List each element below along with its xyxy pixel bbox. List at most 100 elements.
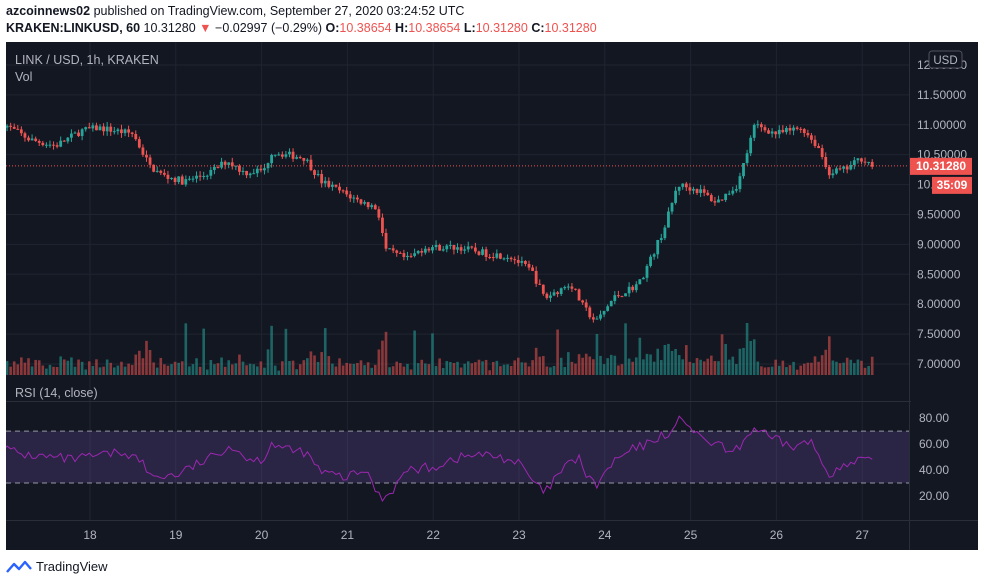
- candle-body: [216, 166, 220, 168]
- chart-canvas[interactable]: 7.00000 7.50000 8.00000 8.50000 9.00000 9.500…: [0, 42, 978, 550]
- volume-bar: [145, 340, 148, 375]
- volume-bar: [202, 328, 205, 375]
- candle-body: [245, 170, 248, 176]
- time-tick-label: 19: [169, 528, 183, 542]
- author-name[interactable]: azcoinnews02: [6, 4, 91, 18]
- volume-bar: [549, 367, 552, 375]
- time-tick-label: 20: [255, 528, 269, 542]
- candle-body: [717, 199, 720, 203]
- candle-body: [62, 140, 66, 142]
- candle-body: [531, 267, 534, 271]
- volume-bar: [559, 357, 563, 375]
- candle-body: [423, 248, 427, 253]
- candle-body: [202, 175, 206, 177]
- candle-body: [806, 133, 810, 136]
- candle-body: [563, 287, 567, 289]
- candle-body: [495, 253, 499, 258]
- volume-bar: [620, 364, 624, 375]
- volume-bar: [556, 329, 559, 375]
- volume-bar: [62, 359, 66, 375]
- volume-bar: [567, 352, 570, 375]
- countdown-tag: [932, 176, 972, 194]
- candle-body: [681, 183, 685, 187]
- price-tick-label: 7.00000: [917, 357, 961, 371]
- volume-bar: [177, 362, 180, 375]
- volume-bar: [717, 361, 720, 375]
- candle-body: [781, 129, 785, 133]
- currency-button[interactable]: [928, 50, 963, 69]
- candle-body: [366, 202, 370, 208]
- volume-bar: [466, 361, 470, 375]
- candle-body: [763, 127, 767, 131]
- volume-bar: [37, 360, 41, 375]
- candle-body: [420, 250, 424, 253]
- volume-bar: [370, 367, 374, 375]
- volume-bar: [545, 366, 549, 375]
- candle-body: [499, 253, 502, 259]
- volume-bar: [606, 358, 609, 375]
- volume-bar: [570, 361, 574, 375]
- candle-body: [134, 134, 138, 140]
- close-label: C:: [531, 21, 545, 35]
- candle-body: [473, 247, 477, 252]
- candle-body: [677, 186, 681, 191]
- volume-bar: [820, 355, 824, 375]
- volume-bar: [391, 366, 395, 375]
- volume-bar: [577, 354, 581, 375]
- volume-bar: [724, 343, 727, 375]
- candle-body: [613, 295, 617, 301]
- candle-body: [170, 177, 173, 179]
- candle-body: [381, 217, 384, 233]
- volume-bar: [84, 369, 88, 375]
- volume-bar: [148, 350, 152, 375]
- volume-legend: Vol: [15, 70, 32, 84]
- volume-bar: [756, 361, 760, 375]
- volume-bar: [123, 366, 127, 375]
- currency-label[interactable]: USD: [933, 55, 957, 67]
- volume-bar: [20, 357, 23, 375]
- candle-body: [356, 197, 359, 200]
- candle-body: [209, 169, 213, 176]
- rsi-tick-label: 80.00: [919, 411, 949, 425]
- candle-body: [788, 128, 792, 131]
- candle-body: [506, 257, 509, 259]
- volume-bar: [295, 369, 298, 375]
- volume-bar: [320, 352, 323, 375]
- candle-body: [595, 318, 599, 320]
- candle-body: [152, 164, 156, 172]
- candle-body: [116, 129, 120, 132]
- candle-body: [559, 288, 563, 295]
- volume-bar: [584, 353, 588, 375]
- candle-body: [55, 145, 59, 147]
- volume-bar: [12, 361, 16, 375]
- time-axis[interactable]: 18 19 20 21 22 23 24 25 26 27: [83, 528, 869, 542]
- high-value: 10.38654: [408, 21, 461, 35]
- volume-bar: [298, 364, 302, 375]
- candle-body: [520, 261, 524, 263]
- volume-bar: [341, 365, 345, 375]
- candle-body: [98, 126, 102, 131]
- volume-bar: [259, 361, 263, 375]
- price-axis[interactable]: 7.00000 7.50000 8.00000 8.50000 9.00000 9.500…: [917, 58, 967, 371]
- candle-body: [438, 244, 442, 251]
- candle-body: [609, 300, 613, 307]
- price-axis-divider: [909, 42, 910, 550]
- chart-frame[interactable]: 7.00000 7.50000 8.00000 8.50000 9.00000 9.500…: [0, 42, 978, 550]
- volume-bar: [863, 367, 867, 375]
- volume-bar: [166, 365, 170, 375]
- ohlc-line: KRAKEN:LINKUSD, 60 10.31280 ▼ −0.02997 (…: [6, 21, 597, 35]
- volume-bar: [817, 361, 820, 375]
- rsi-axis[interactable]: 20.00 40.00 60.00 80.00: [919, 411, 949, 503]
- candle-body: [831, 173, 835, 176]
- candle-body: [667, 211, 670, 228]
- volume-bar: [270, 325, 273, 375]
- candle-body: [713, 201, 717, 203]
- candle-body: [852, 160, 856, 165]
- tradingview-footer[interactable]: TradingView: [6, 559, 108, 574]
- candle-body: [320, 174, 324, 184]
- volume-bar: [309, 351, 313, 375]
- volume-bar: [774, 359, 777, 375]
- candle-body: [166, 174, 170, 179]
- volume-bar: [273, 365, 277, 375]
- volume-bar: [463, 363, 466, 375]
